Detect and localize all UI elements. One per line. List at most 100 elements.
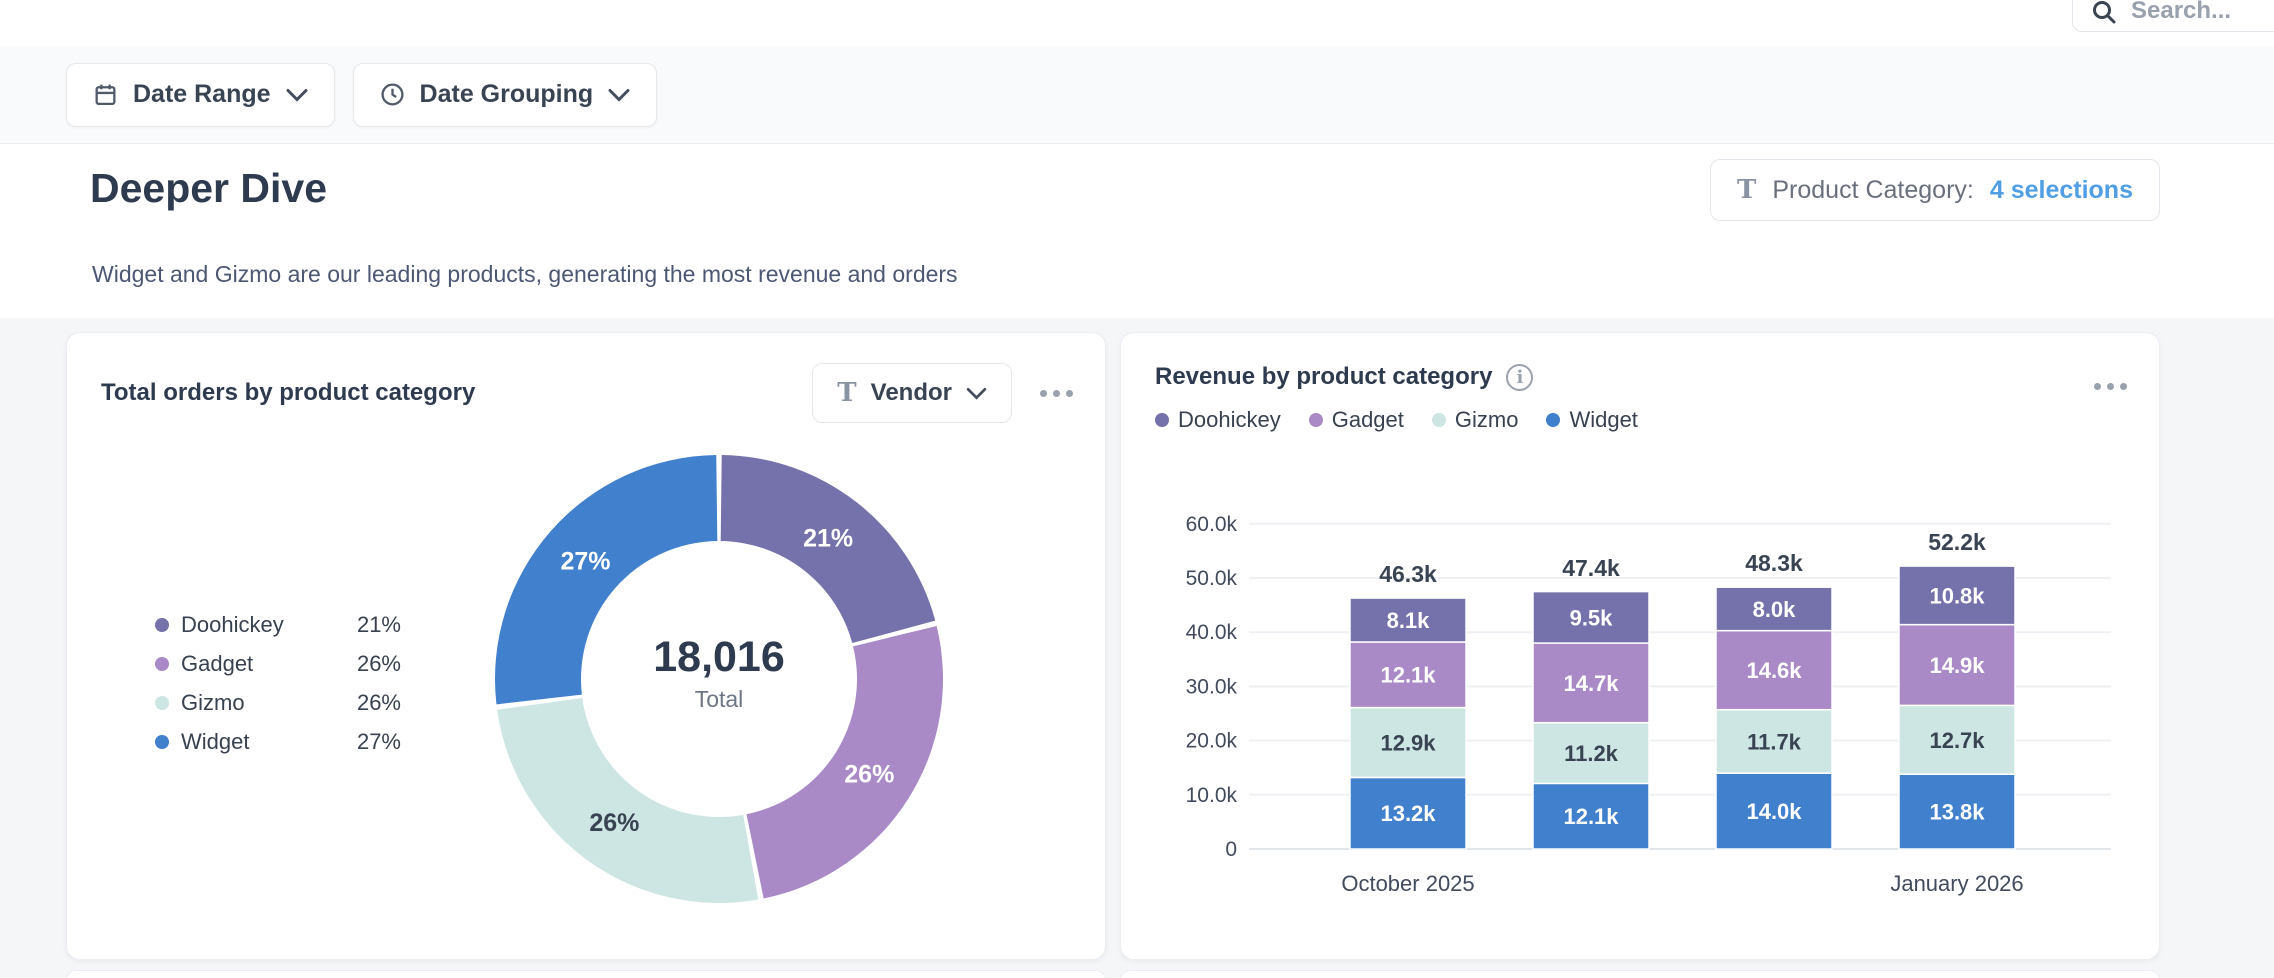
- legend-value: 26%: [356, 650, 401, 676]
- dashboard-filter-bar: Date Range Date Grouping: [0, 46, 2274, 144]
- donut-slice-gadget[interactable]: [746, 625, 944, 899]
- next-card-top-edge: [1120, 970, 2160, 978]
- card-total-orders-header: Total orders by product category T Vendo…: [67, 333, 1105, 423]
- donut-slice-widget[interactable]: [495, 455, 718, 705]
- bar-segment-value-label: 13.8k: [1929, 800, 1985, 825]
- bar-segment-value-label: 8.0k: [1753, 597, 1797, 622]
- card-menu-ellipsis-icon[interactable]: [1038, 382, 1075, 405]
- bar-segment-doohickey[interactable]: [1349, 597, 1467, 643]
- bar-segment-widget[interactable]: [1532, 782, 1650, 850]
- legend-dot: [1546, 413, 1561, 427]
- legend-dot: [1155, 413, 1169, 427]
- bar-segment-value-label: 12.9k: [1380, 731, 1436, 756]
- bar-segment-gizmo[interactable]: [1898, 704, 2016, 775]
- legend-dot: [155, 617, 169, 632]
- date-range-label: Date Range: [133, 80, 271, 108]
- date-range-filter-button[interactable]: Date Range: [66, 62, 335, 127]
- bar-total-label: 46.3k: [1379, 561, 1437, 587]
- page-title: Deeper Dive: [90, 165, 328, 211]
- product-category-filter-value[interactable]: 4 selections: [1989, 175, 2133, 204]
- bar-segment-widget[interactable]: [1715, 772, 1833, 850]
- bar-total-label: 47.4k: [1562, 555, 1620, 581]
- stacked-bar-chart[interactable]: 0 10.0k 20.0k 30.0k 40.0k 50.0k 60.0k 13.2k 12.9…: [1121, 333, 2161, 961]
- search-label: Search...: [2131, 0, 2232, 24]
- donut-slice-gizmo[interactable]: [497, 697, 759, 904]
- bar-segment-widget[interactable]: [1898, 773, 2016, 850]
- donut-chart[interactable]: 21% 26% 26% 27%: [67, 333, 1107, 961]
- card-revenue-header: Revenue by product category i: [1121, 333, 2159, 391]
- donut-slice-label: 26%: [589, 809, 639, 837]
- card-menu-ellipsis-icon[interactable]: [2092, 375, 2129, 398]
- legend-value: 26%: [356, 689, 401, 715]
- legend-label: Gizmo: [181, 689, 245, 715]
- y-axis-tick-label: 30.0k: [1186, 675, 1238, 698]
- donut-slice-label: 26%: [844, 760, 894, 788]
- donut-slice-label: 27%: [560, 547, 610, 575]
- bar-segment-gizmo[interactable]: [1349, 706, 1467, 779]
- legend-value: 27%: [356, 728, 401, 754]
- bar-segment-gadget[interactable]: [1349, 641, 1467, 709]
- bar-segment-gizmo[interactable]: [1532, 721, 1650, 785]
- legend-item-doohickey[interactable]: Doohickey 21%: [155, 605, 401, 644]
- legend-label: Doohickey: [181, 611, 284, 637]
- filter-type-icon: T: [1737, 175, 1757, 205]
- search-icon: [2091, 0, 2117, 25]
- bar-segment-value-label: 9.5k: [1570, 605, 1614, 630]
- legend-label: Gadget: [1331, 407, 1404, 432]
- legend-label: Widget: [1569, 407, 1638, 432]
- clock-icon: [380, 82, 405, 107]
- chevron-down-icon: [966, 387, 987, 400]
- bar-segment-gadget[interactable]: [1715, 629, 1833, 711]
- legend-label: Doohickey: [1178, 407, 1281, 432]
- vendor-filter-dropdown[interactable]: T Vendor: [812, 363, 1012, 423]
- dashboard-description: Widget and Gizmo are our leading product…: [92, 261, 958, 287]
- legend-item-gizmo[interactable]: Gizmo: [1431, 407, 1518, 433]
- bar-segment-doohickey[interactable]: [1532, 590, 1650, 644]
- y-axis-tick-label: 0: [1225, 838, 1237, 861]
- legend-item-widget[interactable]: Widget: [1546, 407, 1638, 433]
- bar-segment-value-label: 14.9k: [1929, 653, 1985, 678]
- legend-dot: [1308, 413, 1323, 427]
- calendar-icon: [93, 82, 118, 107]
- bar-segment-gadget[interactable]: [1532, 642, 1650, 724]
- bar-total-label: 52.2k: [1928, 529, 1986, 555]
- product-category-filter-label: Product Category:: [1772, 175, 1974, 204]
- bar-segment-value-label: 12.1k: [1563, 804, 1619, 829]
- info-icon[interactable]: i: [1506, 363, 1534, 391]
- date-grouping-filter-button[interactable]: Date Grouping: [352, 62, 658, 127]
- donut-slice-doohickey[interactable]: [720, 455, 936, 644]
- chevron-down-icon: [608, 88, 630, 102]
- donut-center-value: 18,016 Total: [579, 633, 859, 713]
- bar-total-label: 48.3k: [1745, 550, 1803, 576]
- bar-segment-value-label: 10.8k: [1929, 583, 1985, 608]
- bar-segment-value-label: 14.7k: [1563, 671, 1619, 696]
- bar-segment-doohickey[interactable]: [1898, 565, 2016, 626]
- bar-segment-value-label: 11.7k: [1747, 729, 1802, 754]
- y-axis-tick-label: 10.0k: [1186, 784, 1238, 807]
- product-category-filter-chip[interactable]: T Product Category: 4 selections: [1710, 159, 2160, 221]
- bar-segment-widget[interactable]: [1349, 776, 1467, 850]
- legend-dot: [155, 656, 169, 671]
- legend-item-doohickey[interactable]: Doohickey: [1155, 407, 1281, 433]
- date-grouping-label: Date Grouping: [419, 80, 594, 108]
- donut-total-label: Total: [694, 686, 744, 712]
- legend-item-gadget[interactable]: Gadget 26%: [155, 644, 401, 683]
- legend-item-gizmo[interactable]: Gizmo 26%: [155, 683, 401, 722]
- top-nav-bar: Search...: [0, 0, 2274, 46]
- legend-label: Gadget: [181, 650, 254, 676]
- x-axis-tick-label: January 2026: [1890, 871, 2023, 896]
- dashboard-grid: Total orders by product category T Vendo…: [0, 318, 2274, 978]
- y-axis-tick-label: 20.0k: [1186, 730, 1238, 753]
- legend-item-widget[interactable]: Widget 27%: [155, 722, 401, 761]
- bar-segment-gizmo[interactable]: [1715, 708, 1833, 774]
- next-card-top-edge: [66, 970, 1106, 978]
- search-input[interactable]: Search...: [2072, 0, 2274, 32]
- legend-dot: [155, 734, 169, 749]
- donut-legend: Doohickey 21% Gadget 26% Gizmo 26% Widge…: [155, 605, 401, 761]
- vendor-dropdown-label: Vendor: [870, 379, 952, 406]
- card-title: Revenue by product category: [1155, 363, 1493, 390]
- legend-item-gadget[interactable]: Gadget: [1308, 407, 1404, 433]
- bar-chart-legend: Doohickey Gadget Gizmo Widget: [1121, 407, 2159, 433]
- bar-segment-doohickey[interactable]: [1715, 586, 1833, 632]
